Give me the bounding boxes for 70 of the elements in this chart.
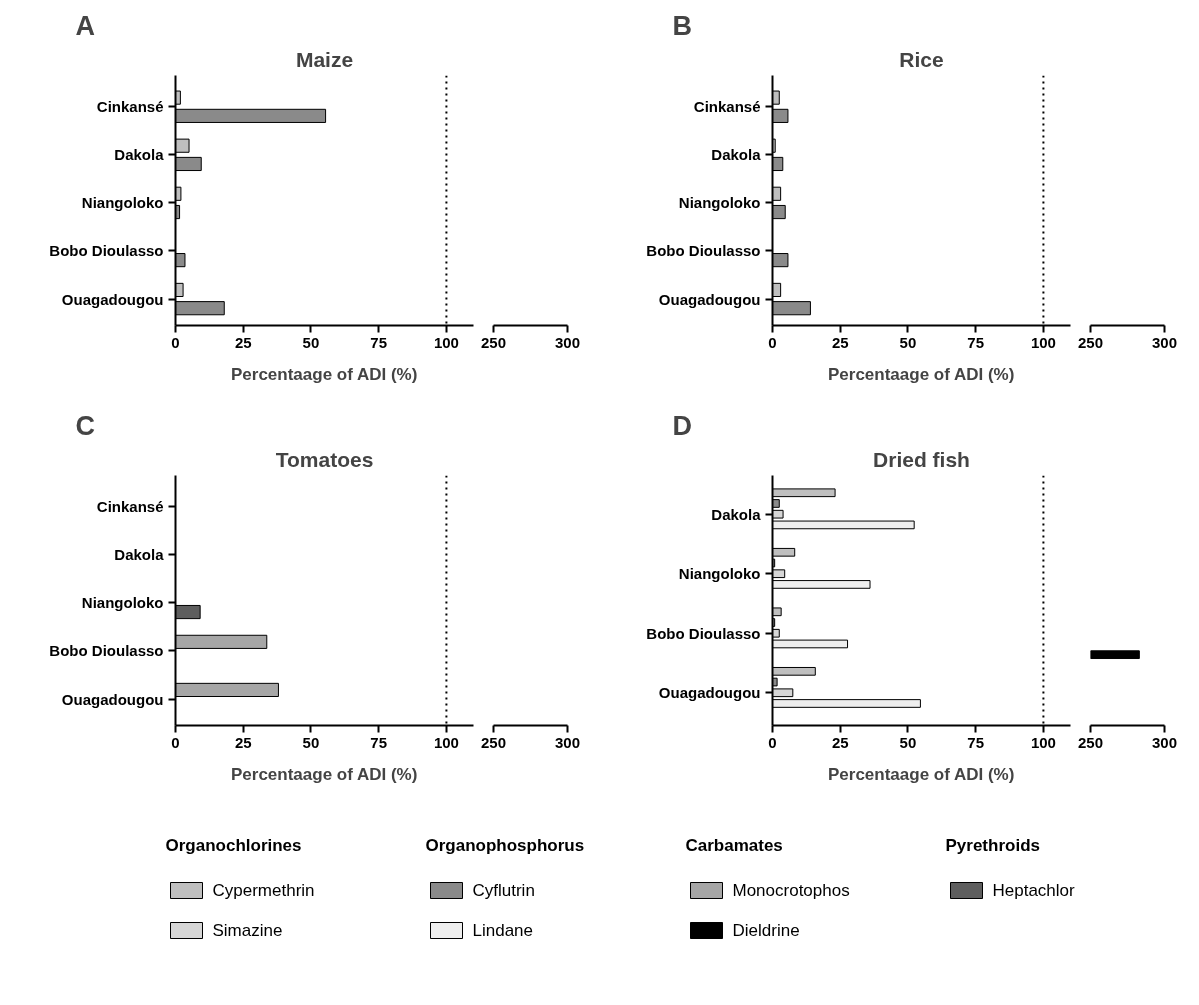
x-tick-label: 250 (480, 333, 507, 351)
y-tick-label: Niangoloko (81, 594, 164, 612)
y-tick-label: Ouagadougou (61, 290, 164, 308)
y-tick-label: Ouagadougou (658, 290, 761, 308)
x-tick-label: 75 (370, 333, 388, 351)
x-tick-label: 50 (302, 733, 320, 751)
x-tick-label: 25 (234, 333, 252, 351)
y-tick-label: Dakola (711, 146, 762, 164)
legend-label: Cypermethrin (212, 881, 315, 900)
chart-title: Dried fish (873, 447, 970, 471)
x-tick-label: 50 (899, 333, 917, 351)
x-tick-label: 100 (1030, 733, 1056, 751)
y-tick-label: Bobo Dioulasso (49, 242, 164, 260)
x-tick-label: 300 (554, 733, 581, 751)
y-tick-label: Niangoloko (678, 194, 761, 212)
x-tick-label: 100 (433, 333, 459, 351)
x-tick-label: 50 (302, 333, 320, 351)
chart-title: Maize (295, 47, 354, 71)
x-axis-title: Percentaage of ADI (%) (827, 364, 1015, 384)
x-tick-label: 250 (1077, 333, 1104, 351)
y-tick-label: Niangoloko (678, 565, 761, 583)
x-axis-title: Percentaage of ADI (%) (230, 764, 418, 784)
y-tick-label: Dakola (711, 505, 762, 523)
text: Pyrethroids (945, 836, 1040, 855)
chart-title: Tomatoes (275, 447, 374, 471)
y-tick-label: Niangoloko (81, 194, 164, 212)
x-tick-label: 100 (1030, 333, 1056, 351)
text: A (75, 10, 95, 41)
y-tick-label: Bobo Dioulasso (646, 242, 761, 260)
text: C (75, 410, 95, 441)
x-tick-label: 0 (171, 333, 180, 351)
y-tick-label: Cinkansé (96, 498, 164, 516)
x-tick-label: 300 (554, 333, 581, 351)
text: D (672, 410, 692, 441)
y-tick-label: Ouagadougou (658, 684, 761, 702)
legend-label: Monocrotophos (732, 881, 850, 900)
y-tick-label: Dakola (114, 546, 165, 564)
x-axis-title: Percentaage of ADI (%) (230, 364, 418, 384)
x-tick-label: 300 (1151, 333, 1178, 351)
legend-label: Dieldrine (732, 921, 800, 940)
chart-title: Rice (899, 47, 944, 71)
y-tick-label: Dakola (114, 146, 165, 164)
x-tick-label: 0 (768, 733, 777, 751)
text: Carbamates (685, 836, 783, 855)
x-tick-label: 100 (433, 733, 459, 751)
x-tick-label: 75 (967, 733, 985, 751)
x-axis-title: Percentaage of ADI (%) (827, 764, 1015, 784)
y-tick-label: Ouagadougou (61, 690, 164, 708)
text: Organophosphorus (425, 836, 585, 855)
y-tick-label: Cinkansé (693, 98, 761, 116)
y-tick-label: Bobo Dioulasso (49, 642, 164, 660)
legend-label: Cyflutrin (472, 881, 535, 900)
x-tick-label: 250 (1077, 733, 1104, 751)
x-tick-label: 300 (1151, 733, 1178, 751)
x-tick-label: 75 (967, 333, 985, 351)
x-tick-label: 25 (831, 733, 849, 751)
x-tick-label: 25 (831, 333, 849, 351)
y-tick-label: Cinkansé (96, 98, 164, 116)
x-tick-label: 0 (171, 733, 180, 751)
legend-label: Lindane (472, 921, 534, 940)
legend-label: Heptachlor (992, 881, 1076, 900)
legend-label: Simazine (212, 921, 283, 940)
text: B (672, 10, 692, 41)
x-tick-label: 250 (480, 733, 507, 751)
x-tick-label: 75 (370, 733, 388, 751)
x-tick-label: 0 (768, 333, 777, 351)
text: Organochlorines (165, 836, 302, 855)
x-tick-label: 50 (899, 733, 917, 751)
y-tick-label: Bobo Dioulasso (646, 624, 761, 642)
x-tick-label: 25 (234, 733, 252, 751)
